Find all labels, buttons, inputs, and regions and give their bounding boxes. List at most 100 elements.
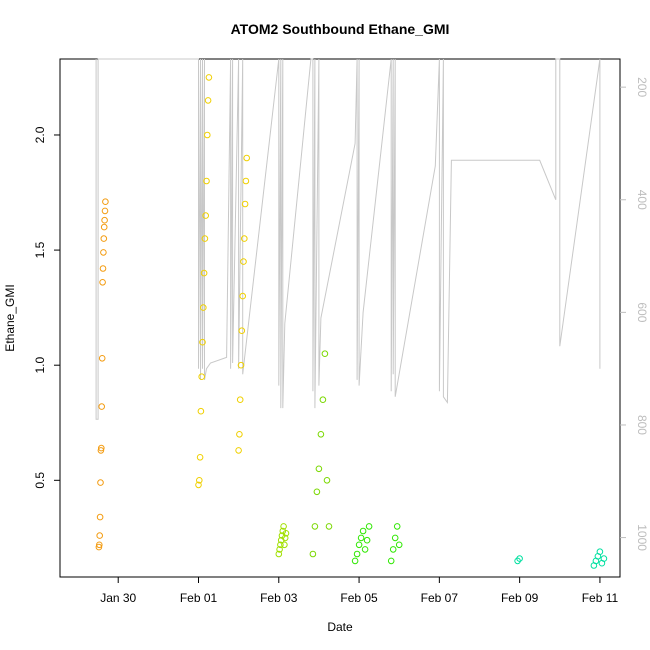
data-point — [240, 258, 247, 265]
series-0 — [95, 198, 109, 551]
data-point — [97, 447, 105, 454]
data-point — [277, 541, 284, 549]
right-tick-label: 600 — [635, 302, 649, 322]
data-point — [355, 541, 363, 549]
data-point — [391, 534, 399, 542]
data-point — [199, 338, 206, 346]
pressure-line — [95, 58, 601, 420]
right-tick-label: 800 — [635, 415, 649, 435]
x-tick-label: Feb 05 — [340, 591, 378, 605]
y-tick-label: 1.5 — [33, 241, 47, 258]
data-point — [321, 350, 329, 358]
data-point — [359, 527, 367, 535]
x-tick-label: Feb 03 — [260, 591, 298, 605]
y-tick-label: 2.0 — [33, 126, 47, 143]
data-point — [237, 361, 245, 369]
data-point — [202, 212, 209, 219]
data-point — [365, 523, 373, 530]
data-point — [98, 355, 106, 362]
x-tick-label: Feb 09 — [501, 591, 539, 605]
data-point — [198, 373, 205, 381]
data-point — [197, 407, 205, 415]
y-tick-label: 0.5 — [33, 472, 47, 489]
data-point — [101, 207, 109, 215]
right-tick-label: 200 — [635, 77, 649, 97]
series-2 — [275, 523, 290, 558]
data-point — [98, 403, 105, 410]
data-point — [243, 154, 250, 162]
y-tick-label: 1.0 — [33, 357, 47, 374]
data-point — [311, 523, 319, 530]
data-point — [98, 444, 105, 452]
data-point — [325, 523, 333, 530]
x-axis-label: Date — [327, 620, 353, 634]
data-point — [96, 541, 103, 549]
data-point — [275, 550, 283, 558]
data-point — [389, 546, 397, 553]
right-tick-label: 1000 — [635, 524, 649, 551]
data-point — [242, 177, 250, 185]
data-point — [600, 555, 608, 562]
chart-title: ATOM2 Southbound Ethane_GMI — [231, 21, 450, 37]
data-point — [235, 447, 242, 454]
data-point — [236, 431, 243, 438]
data-point — [238, 327, 246, 335]
data-point — [204, 97, 212, 104]
data-point — [203, 177, 210, 185]
series-1 — [195, 74, 250, 489]
data-point — [516, 555, 523, 562]
data-point — [100, 249, 107, 256]
plot-frame — [59, 58, 621, 578]
data-point — [315, 465, 323, 473]
data-point — [96, 513, 104, 521]
series-5 — [514, 548, 608, 569]
data-point — [241, 200, 249, 208]
data-point — [280, 523, 287, 530]
data-point — [357, 534, 365, 542]
x-tick-label: Feb 07 — [421, 591, 459, 605]
data-point — [195, 481, 202, 489]
data-point — [281, 534, 289, 542]
x-tick-label: Feb 11 — [582, 591, 619, 605]
data-point — [317, 431, 325, 438]
data-point — [395, 541, 403, 549]
right-axis: 200 400 600 800 1000 — [620, 77, 649, 551]
data-point — [361, 546, 369, 553]
data-point — [196, 477, 203, 484]
data-point — [313, 488, 321, 496]
data-point — [363, 536, 371, 544]
x-tick-label: Jan 30 — [100, 591, 136, 605]
data-point — [393, 523, 401, 530]
data-point — [204, 131, 211, 139]
data-point — [282, 530, 290, 537]
data-point — [596, 548, 604, 556]
data-point — [200, 269, 208, 277]
data-point — [387, 557, 395, 565]
data-point — [241, 235, 248, 242]
data-point — [99, 265, 107, 272]
data-point — [196, 454, 204, 461]
data-point — [96, 532, 103, 539]
data-point — [319, 396, 327, 404]
points-layer — [95, 74, 608, 569]
data-point — [281, 541, 288, 549]
right-tick-label: 400 — [635, 190, 649, 210]
data-point — [309, 550, 317, 558]
data-point — [200, 304, 207, 311]
data-point — [201, 235, 209, 242]
data-point — [351, 557, 359, 565]
pressure-trace — [95, 58, 601, 420]
data-point — [99, 279, 106, 286]
data-point — [353, 550, 361, 558]
data-point — [100, 223, 108, 231]
data-point — [323, 477, 331, 484]
data-point — [101, 216, 108, 224]
data-point — [276, 546, 283, 553]
data-point — [239, 292, 246, 300]
y-axis: 0.5 1.0 1.5 2.0 — [33, 126, 60, 489]
data-point — [205, 74, 213, 81]
data-point — [97, 479, 104, 486]
y-axis-label: Ethane_GMI — [3, 284, 17, 351]
x-axis: Jan 30 Feb 01 Feb 03 Feb 05 Feb 07 Feb 09 Feb … — [100, 577, 618, 605]
